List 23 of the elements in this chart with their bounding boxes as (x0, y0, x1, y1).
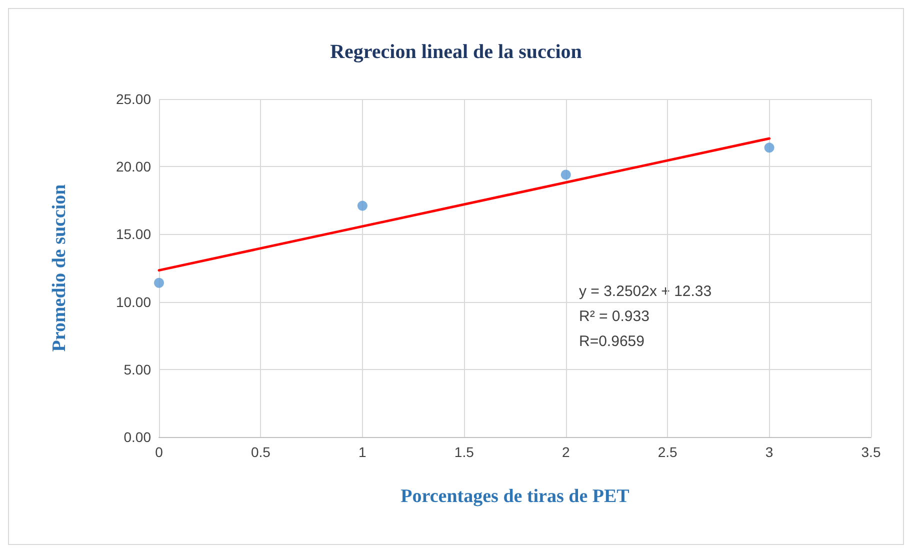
y-tick-label: 0.00 (124, 429, 152, 445)
point (560, 170, 571, 180)
y-tick-label: 15.00 (116, 226, 152, 242)
x-axis-title: Porcentages de tiras de PET (400, 486, 630, 507)
annotation: R=0.9659 (579, 333, 644, 350)
point (357, 200, 368, 211)
y-tick-label: 10.00 (116, 294, 152, 310)
y-axis-title: Promedio de succion (49, 184, 70, 352)
y-tick-label: 5.00 (124, 361, 152, 378)
point (154, 278, 164, 288)
y-tick-label: 25.00 (116, 91, 152, 107)
x-tick-label: 2 (562, 444, 570, 460)
x-tick-label: 0.5 (250, 444, 271, 460)
chart-title: Regrecion lineal de la succion (330, 41, 582, 63)
annotation: R² = 0.933 (579, 308, 650, 325)
x-tick-label: 0 (155, 444, 164, 460)
x-tick-label: 3 (765, 444, 774, 460)
y-tick-label: 20.00 (116, 158, 152, 175)
x-tick-label: 1.5 (454, 444, 474, 460)
x-tick-label: 3.5 (861, 444, 881, 460)
point (764, 142, 774, 153)
x-tick-label: 1 (358, 444, 367, 460)
x-tick-label: 2.5 (658, 444, 678, 460)
